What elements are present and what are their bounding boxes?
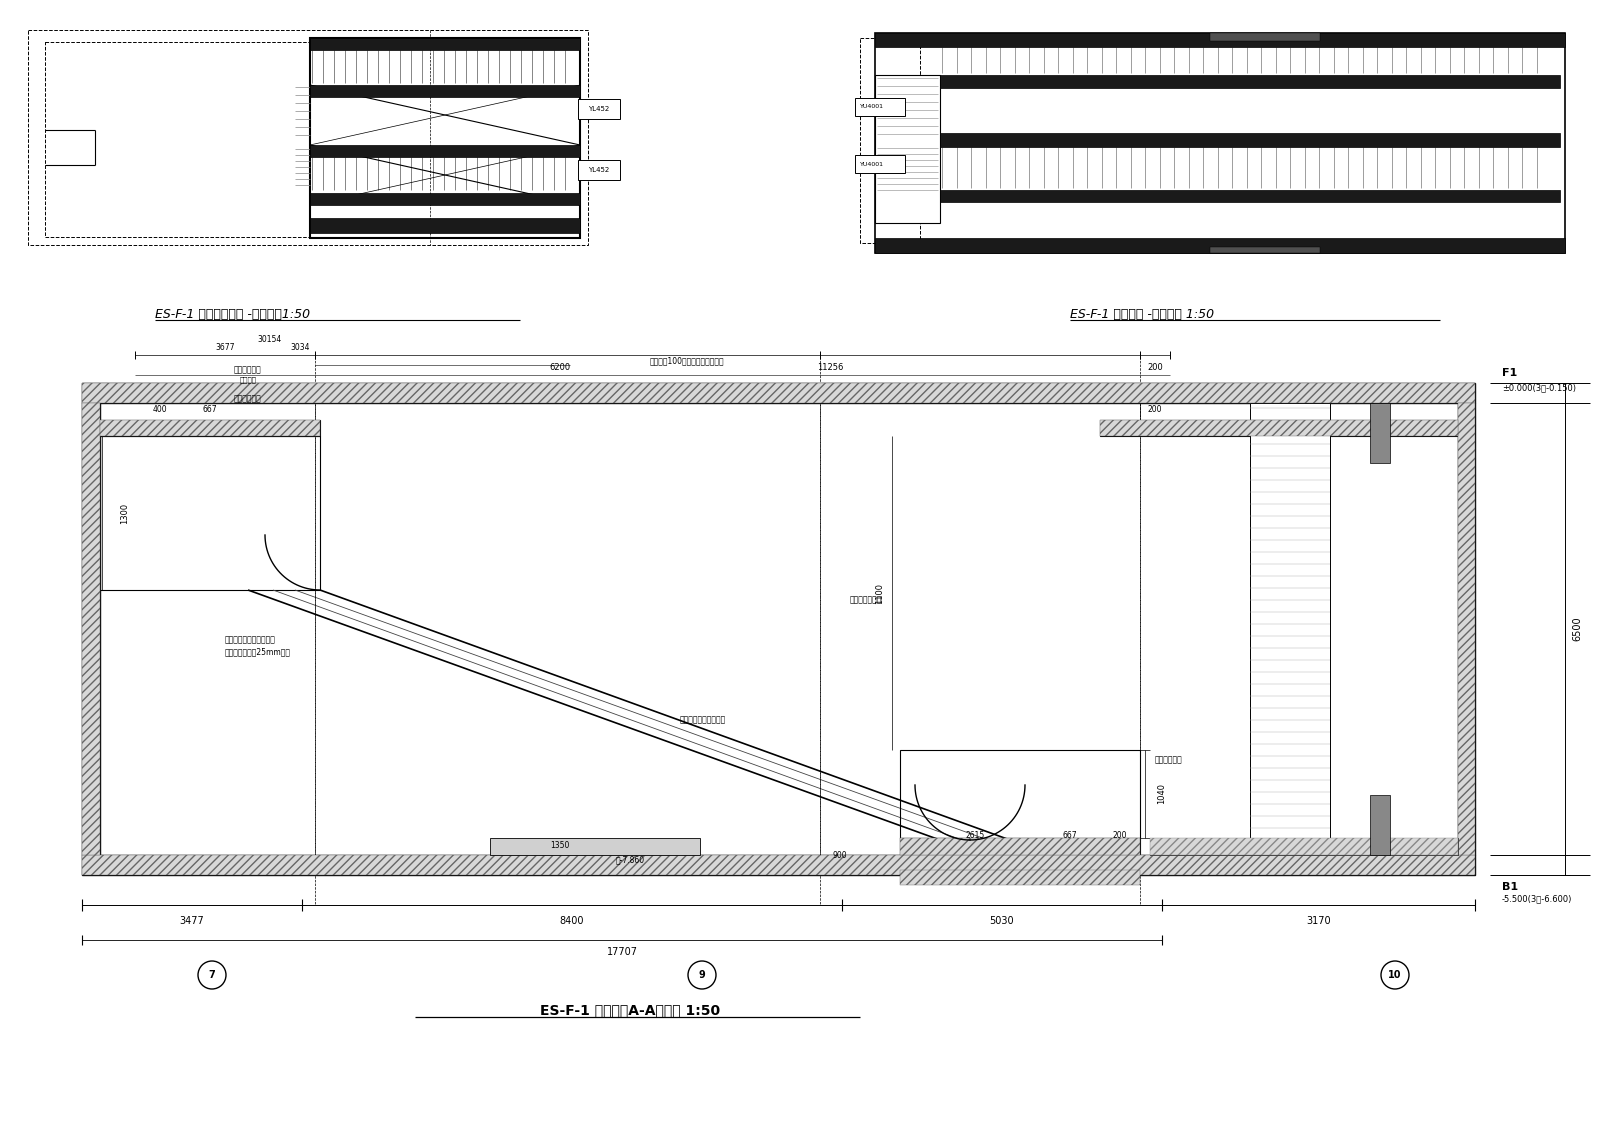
Text: 有感应启停装置: 有感应启停装置 [850,596,882,604]
Text: 8400: 8400 [560,916,584,926]
Text: 法-7.860: 法-7.860 [616,855,645,864]
Text: YU4001: YU4001 [861,162,883,166]
Bar [899,750,1139,838]
Text: 900: 900 [832,851,848,860]
Bar [854,155,906,173]
Text: 3477: 3477 [179,916,205,926]
Text: 7: 7 [208,970,216,979]
Bar [310,38,579,238]
Bar [310,38,579,50]
Bar [82,383,1475,403]
Text: -5.500(3＝-6.600): -5.500(3＝-6.600) [1502,895,1573,904]
Bar [82,403,99,855]
Text: 设步距离100，及斜栏遐挡遐挡行: 设步距离100，及斜栏遐挡遐挡行 [650,356,725,365]
Bar [875,33,1565,253]
Bar [310,218,579,233]
Text: 1350: 1350 [550,840,570,849]
Bar [82,403,99,855]
Bar [941,133,1560,147]
Text: 200: 200 [1147,406,1162,414]
Bar [578,100,621,119]
Text: YU4001: YU4001 [861,104,883,110]
Text: 3034: 3034 [290,344,310,353]
Text: 1300: 1300 [120,502,130,524]
Bar [1370,795,1390,855]
Bar [99,420,320,435]
Bar [854,98,906,116]
Bar [1250,403,1330,855]
Bar [310,193,579,205]
Text: ES-F-1 自动扶梯A-A剖面图 1:50: ES-F-1 自动扶梯A-A剖面图 1:50 [539,1003,720,1017]
Text: 30154: 30154 [258,336,282,345]
Text: ES-F-1 自动扶梯地下 -层半面图1:50: ES-F-1 自动扶梯地下 -层半面图1:50 [155,309,310,321]
Bar [1101,420,1458,435]
Bar [1210,33,1320,41]
Text: 1100: 1100 [875,582,885,604]
Bar [1370,403,1390,463]
Text: ±0.000(3＝-0.150): ±0.000(3＝-0.150) [1502,383,1576,392]
Bar [490,838,701,855]
Bar [941,190,1560,202]
Text: 200: 200 [1112,830,1128,839]
Text: 667: 667 [203,406,218,414]
Text: 汇量生活广场: 汇量生活广场 [1155,756,1182,765]
Bar [99,420,320,435]
Bar [99,435,320,590]
Text: 400: 400 [152,406,168,414]
Bar [1150,838,1458,855]
Bar [310,145,579,157]
Text: YL452: YL452 [589,106,610,112]
Text: F1: F1 [1502,368,1517,378]
Text: 10: 10 [1389,970,1402,979]
Text: 与下地板支不低25mm距离: 与下地板支不低25mm距离 [226,648,291,656]
Text: 推荐扶梯扶手电梯厂家: 推荐扶梯扶手电梯厂家 [680,716,726,725]
Bar [45,42,310,238]
Text: 汇量生活广场: 汇量生活广场 [234,395,262,404]
Bar [899,838,1139,855]
Text: ES-F-1 自动扶梯 -层半面图 1:50: ES-F-1 自动扶梯 -层半面图 1:50 [1070,309,1214,321]
Bar [899,870,1139,884]
Bar [1150,838,1458,855]
Bar [578,159,621,180]
Text: 11256: 11256 [818,363,843,372]
Text: B1: B1 [1502,882,1518,892]
Bar [82,855,1475,875]
Bar [29,31,589,245]
Text: 测试注释: 测试注释 [240,377,256,383]
Bar [941,75,1560,88]
Text: 9: 9 [699,970,706,979]
Text: 3677: 3677 [216,343,235,352]
Bar [875,238,1565,253]
Bar [899,838,1139,855]
Text: 17707: 17707 [606,947,637,957]
Text: 1040: 1040 [1157,784,1166,804]
Text: 3170: 3170 [1306,916,1331,926]
Text: 200: 200 [1147,363,1163,372]
Bar [875,75,941,223]
Bar [1210,247,1320,253]
Bar [875,33,1565,48]
Bar [1458,403,1475,855]
Text: 汇量生活广场: 汇量生活广场 [234,365,262,374]
Bar [82,383,1475,403]
Bar [1101,420,1458,435]
Bar [1458,403,1475,855]
Text: 667: 667 [1062,830,1077,839]
Text: 6200: 6200 [549,363,571,372]
Text: YL452: YL452 [589,167,610,173]
Text: 2615: 2615 [965,830,984,839]
Text: 6500: 6500 [1571,616,1582,641]
Bar [861,38,920,243]
Text: 機械式扶梯扶手电梯厂家: 機械式扶梯扶手电梯厂家 [226,636,275,645]
Text: 5030: 5030 [990,916,1014,926]
Bar [310,85,579,97]
Bar [82,855,1475,875]
